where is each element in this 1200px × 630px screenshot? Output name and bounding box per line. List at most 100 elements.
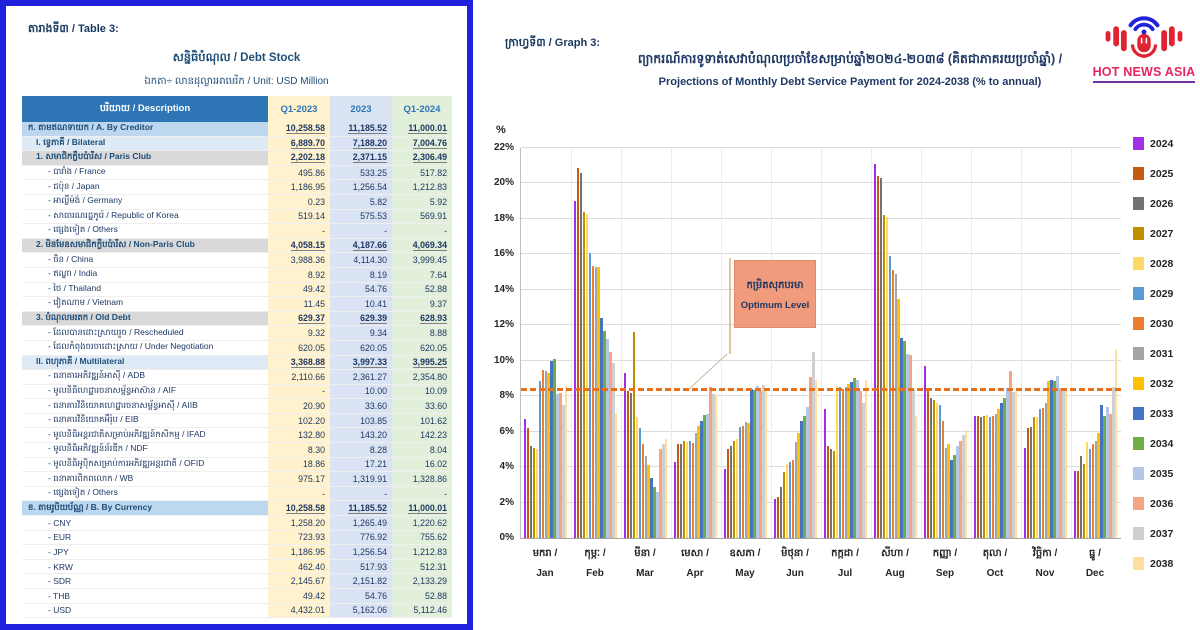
row-value: 8.04 <box>392 443 452 457</box>
row-label: - ធនាគារវិនិយោគហេដ្ឋារចនាសម្ព័ន្ធអាស៊ី /… <box>48 399 198 410</box>
row-label: - មូលនិធិអភិវឌ្ឍន៍ន័រឌីក / NDF <box>48 443 148 454</box>
row-value: 10,258.58 <box>268 501 330 516</box>
row-value: 2,110.66 <box>268 370 330 384</box>
bar-2024-Jun <box>774 499 777 538</box>
legend-item-2037: 2037 <box>1133 527 1173 540</box>
bar-2037-Jan <box>562 405 565 538</box>
bar-2030-Oct <box>991 415 995 538</box>
bar-2036-Oct <box>1009 371 1012 538</box>
bar-2034-Dec <box>1103 415 1106 538</box>
legend-swatch <box>1133 527 1144 540</box>
legend-item-2038: 2038 <box>1133 557 1173 570</box>
bar-2030-Feb <box>591 265 595 538</box>
legend-swatch <box>1133 317 1144 330</box>
legend-swatch <box>1133 227 1144 240</box>
table-row: - មូលនិធិហេដ្ឋារចនាសម្ព័ន្ធអាស៊ាន / AIF -… <box>22 384 452 400</box>
y-axis-tick: 16% <box>493 248 514 260</box>
row-value: 2,151.82 <box>330 574 392 588</box>
bar-2030-Jun <box>791 460 795 538</box>
row-value: 755.62 <box>392 530 452 545</box>
y-axis-tick: 0% <box>499 532 514 543</box>
bar-2028-Oct <box>985 414 989 538</box>
table-row: - THB 49.42 54.76 52.88 <box>22 589 452 604</box>
row-label: II. ពហុភាគី / Multilateral <box>22 355 268 370</box>
row-value: 143.20 <box>330 428 392 443</box>
row-value: 8.30 <box>268 443 330 457</box>
legend-swatch <box>1133 407 1144 420</box>
row-value: 2,361.27 <box>330 370 392 384</box>
row-value: 20.90 <box>268 399 330 413</box>
bar-2027-Jul <box>832 451 836 538</box>
bar-2029-Mar <box>638 428 642 538</box>
legend-item-2026: 2026 <box>1133 197 1173 210</box>
bar-2031-May <box>744 421 747 538</box>
row-value: - <box>330 486 392 501</box>
row-label: - ដែលកំពុងចរចាដោះស្រាយ / Under Negotiati… <box>48 341 214 352</box>
bar-2026-Jul <box>829 449 833 538</box>
table-row: - ដែលបានដោះស្រាយរួច / Rescheduled 9.32 9.3… <box>22 326 452 341</box>
bar-2027-Oct <box>982 415 986 538</box>
bar-2029-Jun <box>788 461 792 538</box>
row-value: 8.19 <box>330 267 392 282</box>
row-value: - <box>268 224 330 238</box>
row-label: ខ. តាមរូបិយប័ណ្ណ / B. By Currency <box>22 501 268 516</box>
bar-2033-Dec <box>1100 405 1103 538</box>
bar-2032-Oct <box>997 408 1000 538</box>
month-separator-line <box>621 148 622 538</box>
bar-2034-Sep <box>953 454 956 538</box>
row-value: 5,162.06 <box>330 603 392 618</box>
y-axis-tick: 6% <box>499 425 514 437</box>
legend-swatch <box>1133 257 1144 270</box>
table-row: 1. សមាជិកក្លឹបប៉ារីស / Paris Club 2,202.1… <box>22 151 452 166</box>
row-value: 517.82 <box>392 165 452 180</box>
bar-2035-Feb <box>606 339 609 538</box>
row-value: 9.32 <box>268 326 330 340</box>
row-value: 54.76 <box>330 282 392 297</box>
row-label: - CNY <box>48 517 72 528</box>
row-value: 2,145.67 <box>268 574 330 588</box>
row-value: 54.76 <box>330 589 392 603</box>
x-axis-label-apr: មេសា / Apr <box>681 548 709 579</box>
x-axis-label-dec: ធ្នូ / Dec <box>1085 548 1105 579</box>
bar-2035-Oct <box>1006 388 1009 538</box>
bar-2033-Jun <box>800 421 803 538</box>
row-value: 10,258.58 <box>268 122 330 136</box>
row-value: 3,988.36 <box>268 253 330 267</box>
row-value: 569.91 <box>392 209 452 224</box>
bar-2025-Feb <box>576 167 580 538</box>
table-row: - មូលនិធិអន្តរជាតិសម្រាប់អភិវឌ្ឍន៍កសិកម្… <box>22 428 452 444</box>
row-value: 629.37 <box>268 311 330 326</box>
x-axis-label-feb: កុម្ភៈ / Feb <box>584 548 606 579</box>
row-value: 1,256.54 <box>330 545 392 559</box>
row-value: 10.41 <box>330 297 392 311</box>
bar-2035-Jul <box>856 380 859 538</box>
table-row: ខ. តាមរូបិយប័ណ្ណ / B. By Currency 10,258.… <box>22 501 452 517</box>
x-axis-label-jun: មិថុនា / Jun <box>781 548 809 579</box>
bar-2025-Dec <box>1076 470 1080 538</box>
table-row: ក. តាមឥណទាយក / A. By Creditor 10,258.58 11… <box>22 122 452 137</box>
column-header-q1-2023: Q1-2023 <box>268 96 330 122</box>
table-row: I. ទ្វេភាគី / Bilateral 6,889.70 7,188.20 7… <box>22 136 452 152</box>
bar-2033-Mar <box>650 477 653 538</box>
bar-2026-Aug <box>879 178 883 538</box>
bar-2031-Jan <box>544 371 547 538</box>
bar-2038-Jan <box>565 386 568 538</box>
row-value: 3,368.88 <box>268 355 330 370</box>
bar-2034-May <box>753 389 756 538</box>
table-row: - SDR 2,145.67 2,151.82 2,133.29 <box>22 574 452 589</box>
bar-2030-Apr <box>691 443 695 538</box>
row-value: 8.28 <box>330 443 392 457</box>
bar-2036-Jun <box>809 376 812 538</box>
month-separator-line <box>771 148 772 538</box>
bar-2033-Oct <box>1000 403 1003 538</box>
y-axis-tick: 2% <box>499 496 514 508</box>
bar-2025-Aug <box>876 176 880 538</box>
row-value: 629.39 <box>330 311 392 326</box>
bar-2025-May <box>726 449 730 538</box>
row-value: 975.17 <box>268 472 330 486</box>
bar-2024-Jul <box>824 408 827 538</box>
row-value: 103.85 <box>330 413 392 428</box>
legend-item-2031: 2031 <box>1133 347 1173 360</box>
row-label: - ថៃ / Thailand <box>48 282 101 293</box>
table-row: - ចិន / China 3,988.36 4,114.30 3,999.45 <box>22 253 452 268</box>
